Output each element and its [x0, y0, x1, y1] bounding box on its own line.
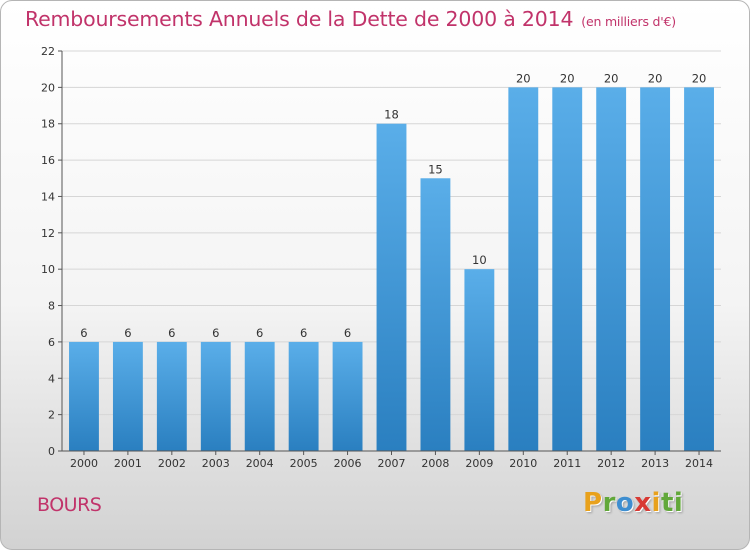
- logo-letter: x: [634, 488, 652, 518]
- bar-value-label: 6: [212, 326, 219, 340]
- bar: [684, 87, 714, 451]
- bar: [640, 87, 671, 451]
- y-tick-label: 16: [41, 154, 55, 167]
- bar: [244, 341, 275, 451]
- bar: [376, 123, 407, 452]
- bar: [464, 269, 495, 451]
- x-tick-label: 2005: [290, 457, 318, 470]
- chart-title-main: Remboursements Annuels de la Dette de 20…: [25, 7, 574, 31]
- y-tick-label: 12: [41, 227, 55, 240]
- bar: [69, 341, 99, 451]
- y-tick-label: 6: [48, 336, 55, 349]
- x-tick-label: 2008: [421, 457, 449, 470]
- x-tick-label: 2009: [465, 457, 493, 470]
- bar: [200, 341, 231, 451]
- x-tick-label: 2014: [685, 457, 713, 470]
- y-tick-label: 20: [41, 81, 55, 94]
- y-tick-label: 4: [48, 372, 55, 385]
- x-tick-label: 2001: [114, 457, 142, 470]
- logo-letter: o: [615, 488, 635, 518]
- bar-value-label: 6: [124, 326, 131, 340]
- x-tick-label: 2010: [509, 457, 537, 470]
- bar-value-label: 20: [604, 71, 619, 85]
- x-tick-label: 2007: [378, 457, 406, 470]
- logo-letter: r: [602, 488, 616, 518]
- bar: [156, 341, 187, 451]
- axes: [58, 50, 721, 455]
- bars: [69, 87, 714, 452]
- y-tick-label: 14: [41, 190, 55, 203]
- x-tick-label: 2003: [202, 457, 230, 470]
- bar: [552, 87, 583, 451]
- x-tick-label: 2011: [553, 457, 581, 470]
- bar-value-label: 20: [648, 71, 663, 85]
- bar-value-label: 20: [692, 71, 707, 85]
- bar-value-label: 6: [344, 326, 351, 340]
- y-tick-label: 18: [41, 118, 55, 131]
- bar-value-label: 18: [384, 108, 399, 122]
- logo-letter: i: [651, 488, 661, 518]
- x-tick-label: 2013: [641, 457, 669, 470]
- x-tick-label: 2004: [246, 457, 274, 470]
- bar: [596, 87, 627, 451]
- x-tick-label: 2012: [597, 457, 625, 470]
- x-tick-label: 2000: [70, 457, 98, 470]
- bar-value-label: 20: [560, 71, 575, 85]
- place-name: BOURS: [37, 494, 102, 516]
- bar-value-label: 20: [516, 71, 531, 85]
- bar-value-label: 6: [300, 326, 307, 340]
- y-tick-label: 8: [48, 300, 55, 313]
- y-tick-label: 2: [48, 409, 55, 422]
- bar-value-label: 6: [168, 326, 175, 340]
- bar-value-label: 6: [80, 326, 87, 340]
- chart-title-unit: (en milliers d'€): [581, 14, 676, 29]
- x-tick-label: 2006: [334, 457, 362, 470]
- y-tick-label: 10: [41, 263, 55, 276]
- chart-title: Remboursements Annuels de la Dette de 20…: [25, 7, 676, 31]
- bar: [332, 341, 363, 451]
- logo-letter: ti: [660, 488, 684, 518]
- labels: 0 2 4 6 8 10 12 14 16 18 20 22 6 2000 6 2001 6 2002 6 2003 6…: [41, 45, 713, 470]
- y-tick-label: 22: [41, 45, 55, 58]
- logo-letter: P: [583, 488, 603, 518]
- x-tick-label: 2002: [158, 457, 186, 470]
- bar: [420, 178, 451, 452]
- proxiti-logo: Proxiti: [583, 488, 683, 518]
- bar: [508, 87, 539, 451]
- bar-value-label: 10: [472, 253, 487, 267]
- bar-value-label: 15: [428, 162, 443, 176]
- y-tick-label: 0: [48, 445, 55, 458]
- bar: [112, 341, 143, 451]
- bar-value-label: 6: [256, 326, 263, 340]
- bar: [288, 341, 319, 451]
